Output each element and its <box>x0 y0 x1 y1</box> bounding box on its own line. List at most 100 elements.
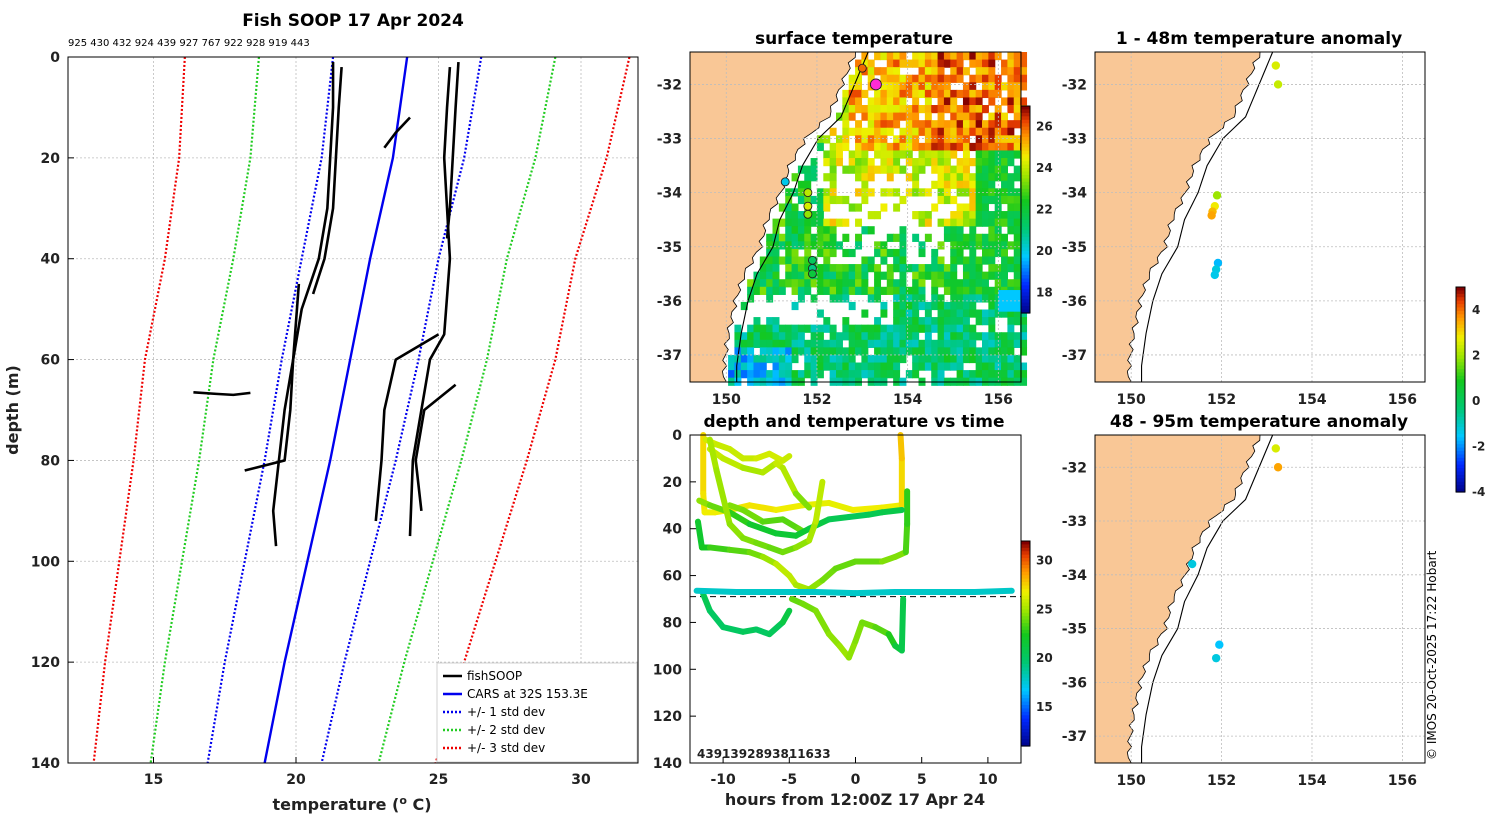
sst-pixel <box>855 271 862 280</box>
profile-fishsoop-line <box>383 116 411 149</box>
sst-pixel <box>918 52 926 61</box>
sst-pixel <box>778 256 786 265</box>
sst-pixel <box>886 324 894 333</box>
ts-colorbar-step <box>1021 609 1030 614</box>
sst-pixel <box>1001 173 1008 182</box>
sst-pixel <box>956 294 964 303</box>
ts-ytick-label: 60 <box>663 569 683 585</box>
sst-pixel <box>886 339 894 348</box>
anomaly-colorbar-step <box>1456 386 1465 391</box>
sst-landmass <box>689 51 856 383</box>
anom1-anomaly-point <box>1273 80 1283 89</box>
sst-pixel <box>836 112 843 121</box>
anom1-ytick-label: -33 <box>1062 132 1087 148</box>
sst-pixel <box>1013 362 1021 371</box>
sst-xtick-label: 154 <box>893 392 922 408</box>
sst-pixel <box>791 241 799 250</box>
sst-colorbar-step <box>1021 223 1030 228</box>
sst-pixel <box>1013 241 1021 250</box>
profile-fishsoop-line <box>244 283 301 472</box>
sst-pixel <box>937 301 945 311</box>
sst-pixel <box>842 317 850 326</box>
sst-pixel <box>931 82 939 91</box>
sst-pixel <box>1013 97 1021 106</box>
sst-pixel <box>766 339 774 348</box>
sst-ytick-label: -32 <box>657 77 682 93</box>
sst-pixel <box>893 347 901 356</box>
sst-pixel <box>880 203 888 212</box>
sst-pixel <box>994 74 1002 83</box>
anomaly-colorbar-step <box>1456 444 1465 449</box>
sst-pixel <box>797 279 805 288</box>
sst-pixel <box>950 165 958 174</box>
sst-colorbar-step <box>1021 154 1030 159</box>
sst-pixel <box>950 248 958 258</box>
sst-pixel <box>924 317 932 326</box>
sst-station-marker <box>803 188 813 198</box>
sst-pixel <box>1001 97 1008 106</box>
sst-pixel <box>988 74 996 83</box>
sst-pixel <box>797 264 805 273</box>
sst-pixel <box>855 89 862 99</box>
sst-colorbar-step <box>1021 106 1030 111</box>
sst-pixel <box>943 97 951 106</box>
sst-pixel <box>772 248 780 258</box>
sst-pixel <box>880 105 888 114</box>
sst-pixel <box>797 226 805 235</box>
sst-pixel <box>982 105 989 114</box>
ts-track-segment <box>806 518 819 544</box>
sst-station-marker <box>780 177 790 187</box>
sst-pixel <box>1007 317 1015 326</box>
sst-xtick-label: 150 <box>712 392 741 408</box>
sst-pixel <box>804 347 812 356</box>
profile-ytick-label: 20 <box>41 151 61 167</box>
sst-pixel <box>962 339 970 348</box>
sst-pixel <box>804 173 812 182</box>
ts-track-segment <box>706 544 733 553</box>
sst-pixel <box>950 52 958 61</box>
sst-pixel <box>969 52 977 61</box>
sst-pixel <box>969 264 977 273</box>
sst-pixel <box>810 218 818 227</box>
sst-pixel <box>969 127 977 136</box>
sst-colorbar-step <box>1021 175 1030 180</box>
sst-pixel <box>747 294 755 303</box>
sst-pixel <box>810 324 818 333</box>
sst-ytick-label: -36 <box>657 294 682 310</box>
sst-pixel <box>982 203 989 212</box>
sst-pixel <box>785 226 793 235</box>
sst-pixel <box>778 362 786 371</box>
ts-colorbar-step <box>1021 694 1030 699</box>
sst-pixel <box>867 97 875 106</box>
anom1-ytick-label: -35 <box>1062 240 1087 256</box>
sst-pixel <box>1007 370 1015 379</box>
sst-pixel <box>886 127 894 136</box>
sst-pixel <box>937 317 945 326</box>
sst-pixel <box>893 74 901 83</box>
sst-pixel <box>956 332 964 341</box>
sst-pixel <box>956 112 964 121</box>
sst-pixel <box>816 188 824 197</box>
sst-pixel <box>848 264 856 273</box>
anom1-anomaly-point <box>1213 258 1223 268</box>
sst-pixel <box>734 362 742 371</box>
ts-colorbar-step <box>1021 547 1030 552</box>
sst-pixel <box>855 97 862 106</box>
sst-pixel <box>899 301 907 311</box>
sst-pixel <box>1001 180 1008 189</box>
sst-pixel <box>969 158 977 167</box>
timeseries-xlabel: hours from 12:00Z 17 Apr 24 <box>725 790 985 809</box>
sst-pixel <box>988 59 996 68</box>
sst-pixel <box>969 309 977 318</box>
sst-pixel <box>988 241 996 250</box>
sst-pixel <box>829 339 837 348</box>
sst-pixel <box>842 279 850 288</box>
sst-pixel <box>937 180 945 189</box>
sst-pixel <box>918 279 926 288</box>
ts-colorbar-step <box>1021 643 1030 648</box>
sst-pixel <box>1007 203 1015 212</box>
sst-pixel <box>1001 142 1008 152</box>
sst-pixel <box>950 347 958 356</box>
sst-pixel <box>829 286 837 295</box>
